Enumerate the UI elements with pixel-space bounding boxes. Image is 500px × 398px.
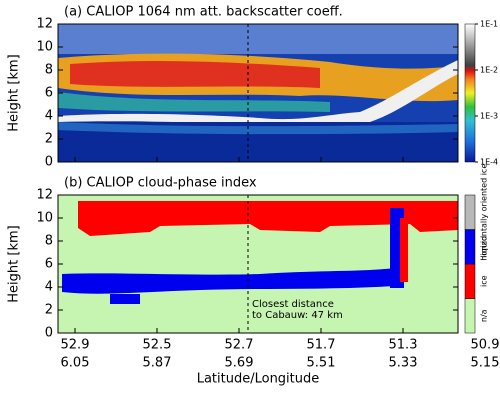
x-tick-label: 51.7 [307,338,336,353]
colorbar-class [464,194,476,230]
colorbar-label: 1E-3 [480,112,498,121]
y-tick-label: 8 [45,234,53,249]
phase-image [58,195,458,333]
backscatter-image [58,24,458,162]
colorbar [464,23,476,163]
annotation: Closest distance [252,299,334,310]
colorbar-class [464,298,476,334]
colorbar-class [464,263,476,299]
y-tick-label: 4 [45,280,53,295]
y-tick-label: 0 [45,326,53,341]
y-tick-label: 6 [45,257,53,272]
x-tick-label: 6.05 [61,356,90,371]
colorbar-label: 1E-1 [480,20,498,29]
y-tick-label: 4 [45,109,53,124]
colorbar-label: ice [480,275,489,287]
x-tick-label: 52.9 [61,338,90,353]
colorbar-label: 1E-2 [480,66,498,75]
y-tick-label: 8 [45,63,53,78]
y-axis-label: Height [km] [7,54,22,131]
x-tick-label: 5.69 [225,356,254,371]
annotation: to Cabauw: 47 km [252,310,343,321]
x-tick-label: 50.9 [471,338,500,353]
y-tick-label: 2 [45,303,53,318]
colorbar-label: liquid [480,236,489,258]
colorbar-label: 1E-4 [480,158,498,167]
colorbar-class [464,229,476,265]
x-tick-label: 51.3 [389,338,418,353]
y-tick-label: 10 [36,40,53,55]
x-tick-label: 52.5 [143,338,172,353]
x-tick-label: 5.15 [471,356,500,371]
x-tick-label: 5.33 [389,356,418,371]
y-tick-label: 2 [45,132,53,147]
colorbar-label: n/a [480,309,489,322]
panel-title: (b) CALIOP cloud-phase index [64,176,257,191]
y-axis-label: Height [km] [7,225,22,302]
x-axis-label: Latitude/Longitude [197,372,320,387]
panel-title: (a) CALIOP 1064 nm att. backscatter coef… [64,5,343,20]
y-tick-label: 6 [45,86,53,101]
x-tick-label: 5.51 [307,356,336,371]
y-tick-label: 10 [36,211,53,226]
x-tick-label: 5.87 [143,356,172,371]
y-tick-label: 12 [36,17,53,32]
colorbar-label: horizontally oriented ice [480,164,489,261]
y-tick-label: 0 [45,155,53,170]
y-tick-label: 12 [36,188,53,203]
x-tick-label: 52.7 [225,338,254,353]
